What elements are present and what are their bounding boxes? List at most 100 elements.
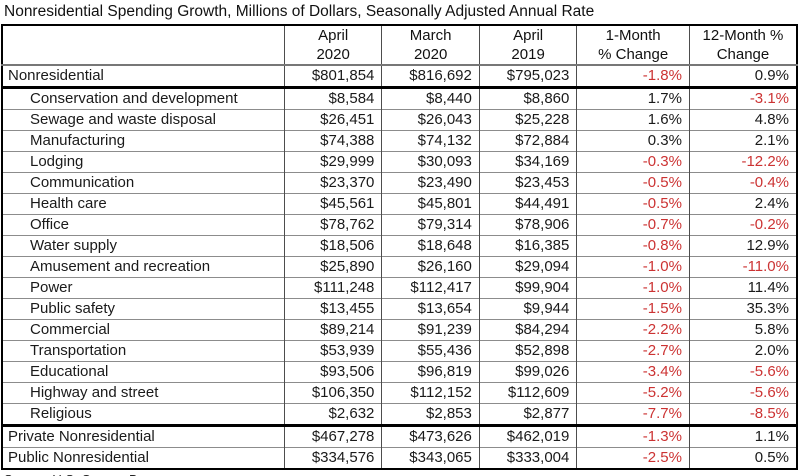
cell-value: -0.5% — [576, 172, 690, 194]
cell-value: $23,490 — [381, 172, 480, 194]
row-label: Lodging — [2, 151, 285, 173]
cell-value: $23,453 — [478, 172, 577, 194]
cell-value: $25,228 — [478, 109, 577, 131]
row-label: Commercial — [2, 319, 285, 341]
cell-value: $816,692 — [381, 65, 480, 89]
cell-value: $333,004 — [478, 447, 577, 469]
table-row: Nonresidential $801,854 $816,692 $795,023 -1… — [2, 65, 797, 89]
cell-value: $2,853 — [381, 403, 480, 427]
row-label: Office — [2, 214, 285, 236]
cell-value: -0.2% — [688, 214, 797, 236]
row-label: Public Nonresidential — [2, 447, 285, 469]
cell-value: -1.0% — [576, 256, 690, 278]
cell-value: -1.5% — [576, 298, 690, 320]
cell-value: $26,451 — [283, 109, 382, 131]
cell-value: $13,654 — [381, 298, 480, 320]
cell-value: $334,576 — [283, 447, 382, 469]
cell-value: -0.3% — [576, 151, 690, 173]
row-label: Power — [2, 277, 285, 299]
table-row: Educational $93,506 $96,819 $99,026 -3.4% -5.… — [2, 361, 797, 383]
cell-value: -5.6% — [688, 361, 797, 383]
cell-value: $112,609 — [478, 382, 577, 404]
row-label: Transportation — [2, 340, 285, 362]
cell-value: $34,169 — [478, 151, 577, 173]
table-row: Commercial $89,214 $91,239 $84,294 -2.2% 5.8% — [2, 319, 797, 341]
cell-value: $29,094 — [478, 256, 577, 278]
cell-value: $8,584 — [283, 87, 382, 110]
cell-value: -1.3% — [576, 425, 690, 448]
cell-value: $45,561 — [283, 193, 382, 215]
cell-value: $26,160 — [381, 256, 480, 278]
row-label: Private Nonresidential — [2, 425, 285, 448]
cell-value: $72,884 — [478, 130, 577, 152]
cell-value: $53,939 — [283, 340, 382, 362]
cell-value: 0.9% — [688, 65, 797, 89]
table-row: Office $78,762 $79,314 $78,906 -0.7% -0.2% — [2, 214, 797, 236]
row-label: Nonresidential — [2, 65, 285, 89]
header-march-2020: March 2020 — [381, 25, 480, 66]
cell-value: -0.5% — [576, 193, 690, 215]
cell-value: $99,026 — [478, 361, 577, 383]
table-row: Power $111,248 $112,417 $99,904 -1.0% 11.4% — [2, 277, 797, 299]
table-row: Highway and street $106,350 $112,152 $112,6… — [2, 382, 797, 404]
row-label: Educational — [2, 361, 285, 383]
cell-value: $112,417 — [381, 277, 480, 299]
table-row: Private Nonresidential $467,278 $473,626 $4… — [2, 425, 797, 448]
cell-value: $96,819 — [381, 361, 480, 383]
table-row: Water supply $18,506 $18,648 $16,385 -0.8% 12… — [2, 235, 797, 257]
table-row: Religious $2,632 $2,853 $2,877 -7.7% -8.5% — [2, 403, 797, 427]
table-row: Public Nonresidential $334,576 $343,065 $33… — [2, 447, 797, 469]
table-body: Nonresidential $801,854 $816,692 $795,023 -1… — [2, 65, 797, 469]
spending-table: April 2020 March 2020 April 2019 1-Month… — [1, 24, 798, 470]
cell-value: $78,906 — [478, 214, 577, 236]
cell-value: 35.3% — [688, 298, 797, 320]
cell-value: $106,350 — [283, 382, 382, 404]
cell-value: -7.7% — [576, 403, 690, 427]
cell-value: $2,877 — [478, 403, 577, 427]
cell-value: $18,648 — [381, 235, 480, 257]
table-row: Sewage and waste disposal $26,451 $26,043 $… — [2, 109, 797, 131]
cell-value: $2,632 — [283, 403, 382, 427]
cell-value: $52,898 — [478, 340, 577, 362]
cell-value: 1.7% — [576, 87, 690, 110]
cell-value: $18,506 — [283, 235, 382, 257]
cell-value: -8.5% — [688, 403, 797, 427]
cell-value: -2.7% — [576, 340, 690, 362]
cell-value: 2.0% — [688, 340, 797, 362]
cell-value: 5.8% — [688, 319, 797, 341]
table-row: Communication $23,370 $23,490 $23,453 -0.5% -… — [2, 172, 797, 194]
cell-value: -3.4% — [576, 361, 690, 383]
cell-value: $13,455 — [283, 298, 382, 320]
row-label: Amusement and recreation — [2, 256, 285, 278]
cell-value: $25,890 — [283, 256, 382, 278]
cell-value: $16,385 — [478, 235, 577, 257]
cell-value: -5.6% — [688, 382, 797, 404]
cell-value: $44,491 — [478, 193, 577, 215]
header-row: April 2020 March 2020 April 2019 1-Month… — [2, 25, 797, 66]
row-label: Communication — [2, 172, 285, 194]
cell-value: $467,278 — [283, 425, 382, 448]
cell-value: $93,506 — [283, 361, 382, 383]
header-april-2020: April 2020 — [283, 25, 382, 66]
row-label: Public safety — [2, 298, 285, 320]
cell-value: $112,152 — [381, 382, 480, 404]
row-label: Conservation and development — [2, 87, 285, 110]
row-label: Manufacturing — [2, 130, 285, 152]
cell-value: $26,043 — [381, 109, 480, 131]
source-note: Source: U.S. Census Bureau — [0, 470, 800, 476]
header-12-month-change: 12-Month % Change — [688, 25, 797, 66]
header-empty — [2, 25, 285, 66]
cell-value: 0.5% — [688, 447, 797, 469]
cell-value: $89,214 — [283, 319, 382, 341]
cell-value: $74,132 — [381, 130, 480, 152]
cell-value: $99,904 — [478, 277, 577, 299]
cell-value: $111,248 — [283, 277, 382, 299]
cell-value: 0.3% — [576, 130, 690, 152]
table-row: Public safety $13,455 $13,654 $9,944 -1.5% 35… — [2, 298, 797, 320]
cell-value: -2.2% — [576, 319, 690, 341]
table-row: Lodging $29,999 $30,093 $34,169 -0.3% -12.2% — [2, 151, 797, 173]
cell-value: $55,436 — [381, 340, 480, 362]
cell-value: $84,294 — [478, 319, 577, 341]
table-row: Health care $45,561 $45,801 $44,491 -0.5% 2.4… — [2, 193, 797, 215]
